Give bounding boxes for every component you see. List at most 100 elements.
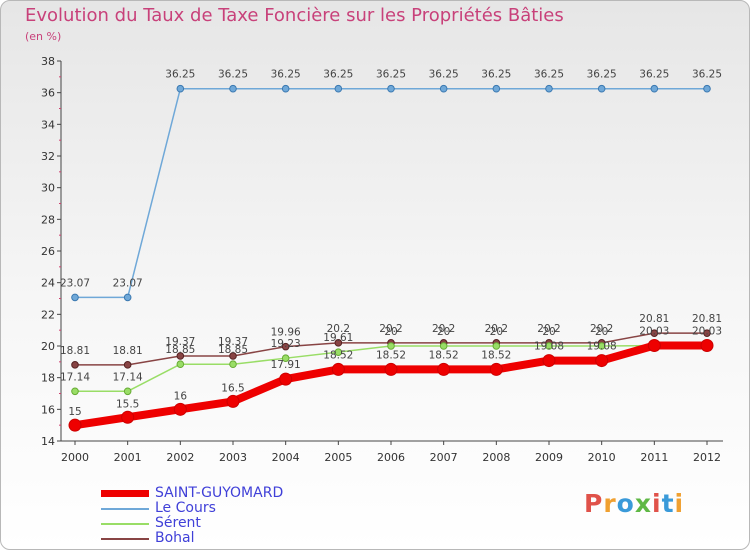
x-tick-label: 2003 (219, 451, 247, 464)
data-label: 20.2 (537, 323, 560, 335)
data-label: 36.25 (534, 69, 564, 81)
data-label: 20 (542, 326, 555, 338)
data-label: 20.2 (432, 323, 455, 335)
logo-letter: r (603, 489, 617, 518)
x-tick-label: 2011 (640, 451, 668, 464)
data-label: 18.81 (60, 345, 90, 357)
legend-label: Le Cours (155, 500, 216, 516)
point-saint-guyomard (121, 410, 135, 424)
point-series-3 (71, 361, 79, 369)
data-label: 36.25 (429, 69, 459, 81)
point-series-2 (334, 348, 343, 356)
y-tick-label: 34 (41, 118, 55, 131)
point-series-1 (597, 84, 606, 93)
legend-swatch-saint-guyomard (101, 490, 149, 497)
x-tick-label: 2012 (693, 451, 721, 464)
point-saint-guyomard (700, 339, 714, 353)
point-saint-guyomard (331, 362, 345, 376)
point-series-2 (123, 387, 132, 396)
point-series-2 (387, 342, 395, 350)
data-label: 36.25 (692, 69, 722, 81)
legend-item-saint-guyomard: SAINT-GUYOMARD (101, 486, 283, 501)
data-label: 19.08 (587, 341, 617, 353)
data-label: 19.23 (271, 338, 301, 350)
point-series-3 (703, 329, 711, 337)
data-label: 20.81 (639, 313, 669, 325)
data-label: 18.85 (165, 344, 195, 356)
x-tick-label: 2001 (114, 451, 142, 464)
point-saint-guyomard (68, 418, 82, 432)
point-saint-guyomard (226, 394, 240, 408)
point-saint-guyomard (489, 362, 503, 376)
data-label: 18.85 (218, 344, 248, 356)
point-series-1 (545, 84, 553, 93)
data-label: 20.81 (692, 313, 722, 325)
data-labels: 15 15.5 16 16.5 23.07 23.07 36.25 36.25 36.25 36.… (60, 69, 722, 418)
data-label: 20.2 (327, 323, 350, 335)
data-label: 19.37 (218, 336, 248, 348)
data-label: 20.03 (639, 326, 669, 338)
data-label: 36.25 (165, 69, 195, 81)
data-label: 17.14 (113, 371, 143, 383)
point-series-1 (229, 84, 237, 93)
point-series-2 (71, 387, 79, 396)
x-tick-label: 2010 (588, 451, 616, 464)
x-tick-label: 2008 (482, 451, 510, 464)
y-tick-label: 22 (41, 308, 55, 321)
data-label: 15 (68, 406, 81, 418)
point-series-2 (281, 354, 290, 362)
x-tick-label: 2002 (166, 451, 194, 464)
data-label: 18.52 (376, 349, 406, 361)
point-saint-guyomard (595, 354, 609, 368)
data-label: 19.61 (323, 332, 353, 344)
data-label: 19.37 (165, 336, 195, 348)
point-series-3 (281, 342, 290, 351)
legend-label: SAINT-GUYOMARD (155, 485, 284, 501)
data-label: 20 (595, 326, 608, 338)
x-tick-label: 2004 (272, 451, 300, 464)
legend-swatch-bohal (101, 537, 149, 540)
y-tick-label: 30 (41, 182, 55, 195)
x-tick-label: 2007 (430, 451, 458, 464)
point-series-2 (229, 360, 237, 369)
point-saint-guyomard (542, 354, 556, 368)
logo-letter: o (616, 489, 635, 518)
point-series-1 (703, 84, 711, 93)
proxiti-logo: Proxiti (584, 489, 684, 518)
y-tick-label: 18 (41, 372, 55, 385)
point-series-1 (387, 84, 395, 93)
data-label: 15.5 (116, 398, 139, 410)
data-label: 20.2 (379, 323, 402, 335)
x-tick-label: 2009 (535, 451, 563, 464)
point-series-1 (71, 293, 79, 302)
data-label: 36.25 (218, 69, 248, 81)
x-tick-label: 2005 (324, 451, 352, 464)
point-series-3 (123, 361, 132, 369)
data-label: 20.03 (692, 326, 722, 338)
point-series-2 (439, 342, 448, 350)
point-series-3 (334, 339, 343, 347)
data-label: 20 (384, 326, 397, 338)
point-series-1 (123, 293, 132, 302)
y-tick-label: 20 (41, 340, 55, 353)
data-label: 23.07 (113, 277, 143, 289)
y-tick-label: 38 (41, 55, 55, 68)
logo-letter: t (661, 489, 675, 518)
series-line-1 (74, 87, 708, 299)
data-label: 16 (174, 390, 188, 402)
point-series-3 (229, 352, 237, 360)
data-label: 18.52 (323, 349, 353, 361)
data-label: 16.5 (221, 382, 244, 394)
data-label: 17.14 (60, 371, 90, 383)
x-tick-label: 2000 (61, 451, 89, 464)
y-tick-label: 16 (41, 403, 55, 416)
data-label: 36.25 (639, 69, 669, 81)
data-label: 18.81 (113, 345, 143, 357)
point-saint-guyomard (173, 402, 187, 416)
chart-title: Evolution du Taux de Taxe Foncière sur l… (25, 5, 564, 26)
logo-letter: P (584, 489, 604, 518)
data-label: 36.25 (271, 69, 301, 81)
axes: 14 16 18 20 22 24 26 28 30 32 34 36 38 2000 2001 2002 20… (41, 55, 723, 464)
legend-item-le-cours: Le Cours (101, 501, 283, 516)
